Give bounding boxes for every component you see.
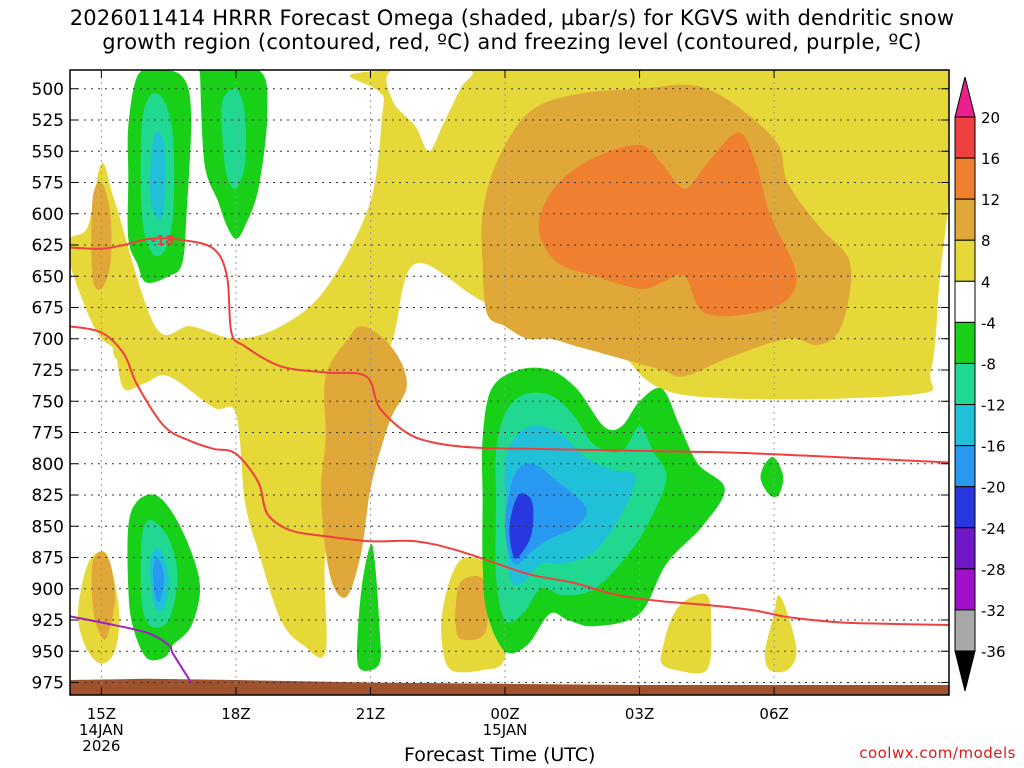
colorbar-bin	[954, 321, 976, 364]
contour-line	[70, 237, 949, 464]
y-tick-label: 975	[32, 674, 64, 694]
y-tick-label: 775	[32, 424, 64, 444]
colorbar-level-label: -24	[981, 520, 1006, 538]
terrain-layer	[70, 678, 949, 695]
colorbar-level-label: -12	[981, 397, 1006, 415]
colorbar-level-label: 16	[981, 150, 1000, 168]
colorbar-bin	[954, 445, 976, 488]
colorbar-bin	[954, 239, 976, 282]
y-tick-label: 550	[32, 142, 64, 162]
x-tick-date: 15JAN	[483, 721, 528, 739]
x-tick-label: 00Z	[490, 705, 519, 723]
omega-region	[91, 551, 115, 640]
y-tick-label: 500	[32, 80, 64, 100]
omega-region	[152, 557, 165, 603]
colorbar-level-label: -36	[981, 643, 1006, 661]
colorbar-level-label: -16	[981, 438, 1006, 456]
x-tick-label: 06Z	[759, 705, 788, 723]
contour-label: -18	[151, 234, 175, 249]
site-credit: coolwx.com/models	[859, 744, 1016, 762]
colorbar-bin	[954, 280, 976, 323]
colorbar-bin	[954, 609, 976, 652]
contour-line	[70, 615, 192, 684]
x-tick-label: 18Z	[221, 705, 250, 723]
y-tick-label: 725	[32, 361, 64, 381]
colorbar-bin	[954, 486, 976, 529]
y-tick-label: 700	[32, 330, 64, 350]
plot-frame	[69, 69, 950, 696]
x-axis-title: Forecast Time (UTC)	[404, 744, 596, 766]
colorbar-level-label: -20	[981, 479, 1006, 497]
x-tick-label: 15Z	[87, 705, 116, 723]
colorbar-level-label: 20	[981, 109, 1000, 127]
y-tick-label: 575	[32, 174, 64, 194]
colorbar-bin	[954, 116, 976, 159]
colorbar-level-label: -32	[981, 602, 1006, 620]
terrain-surface	[70, 678, 949, 695]
y-tick-label: 850	[32, 517, 64, 537]
colorbar-bin	[954, 404, 976, 447]
y-tick-label: 900	[32, 580, 64, 600]
x-tick-date: 14JAN	[79, 721, 124, 739]
y-tick-label: 950	[32, 642, 64, 662]
x-tick-label: 03Z	[625, 705, 654, 723]
omega-region	[764, 595, 797, 673]
colorbar-level-label: 4	[981, 273, 991, 291]
y-tick-label: 650	[32, 267, 64, 287]
colorbar-under-triangle	[954, 650, 976, 692]
omega-region	[91, 182, 112, 290]
omega-region	[221, 88, 247, 190]
chart-title-line-1: 2026011414 HRRR Forecast Omega (shaded, …	[69, 6, 955, 30]
x-tick-label: 21Z	[356, 705, 385, 723]
y-tick-label: 800	[32, 455, 64, 475]
colorbar-over-triangle	[954, 76, 976, 118]
y-tick-label: 525	[32, 111, 64, 131]
y-tick-label: 750	[32, 392, 64, 412]
y-tick-label: 925	[32, 611, 64, 631]
axes-layer: 500 525 550 575 600 625 650 675 700 725 750 775 800 8…	[32, 69, 950, 755]
y-tick-label: 600	[32, 205, 64, 225]
contour-line	[70, 325, 949, 626]
chart-title-line-2: growth region (contoured, red, ºC) and f…	[102, 30, 922, 54]
colorbar-level-label: -8	[981, 355, 996, 373]
colorbar-bin	[954, 527, 976, 570]
colorbar: 20 16 12 8 4 -4 -8 -12 -16 -20 -24 -28 -32 -36	[954, 76, 1006, 692]
omega-region	[455, 576, 489, 641]
colorbar-bin	[954, 362, 976, 406]
contour-layer: -18	[70, 234, 949, 684]
colorbar-level-label: -28	[981, 561, 1006, 579]
x-tick-year: 2026	[82, 737, 120, 755]
y-tick-label: 825	[32, 486, 64, 506]
omega-region	[149, 131, 166, 220]
omega-region	[321, 326, 407, 598]
omega-region	[357, 543, 381, 671]
colorbar-level-label: 8	[981, 232, 991, 250]
colorbar-bin	[954, 198, 976, 241]
omega-region	[386, 70, 474, 152]
y-tick-label: 675	[32, 299, 64, 319]
omega-fill-layer	[70, 70, 949, 674]
omega-region	[760, 456, 784, 498]
colorbar-level-label: -4	[981, 314, 996, 332]
colorbar-level-label: 12	[981, 191, 1000, 209]
colorbar-bin	[954, 568, 976, 611]
omega-region	[113, 326, 138, 360]
omega-region	[509, 493, 534, 559]
omega-region	[538, 132, 797, 316]
omega-region	[660, 593, 712, 674]
colorbar-bin	[954, 157, 976, 200]
y-tick-label: 625	[32, 236, 64, 256]
y-tick-label: 875	[32, 549, 64, 569]
